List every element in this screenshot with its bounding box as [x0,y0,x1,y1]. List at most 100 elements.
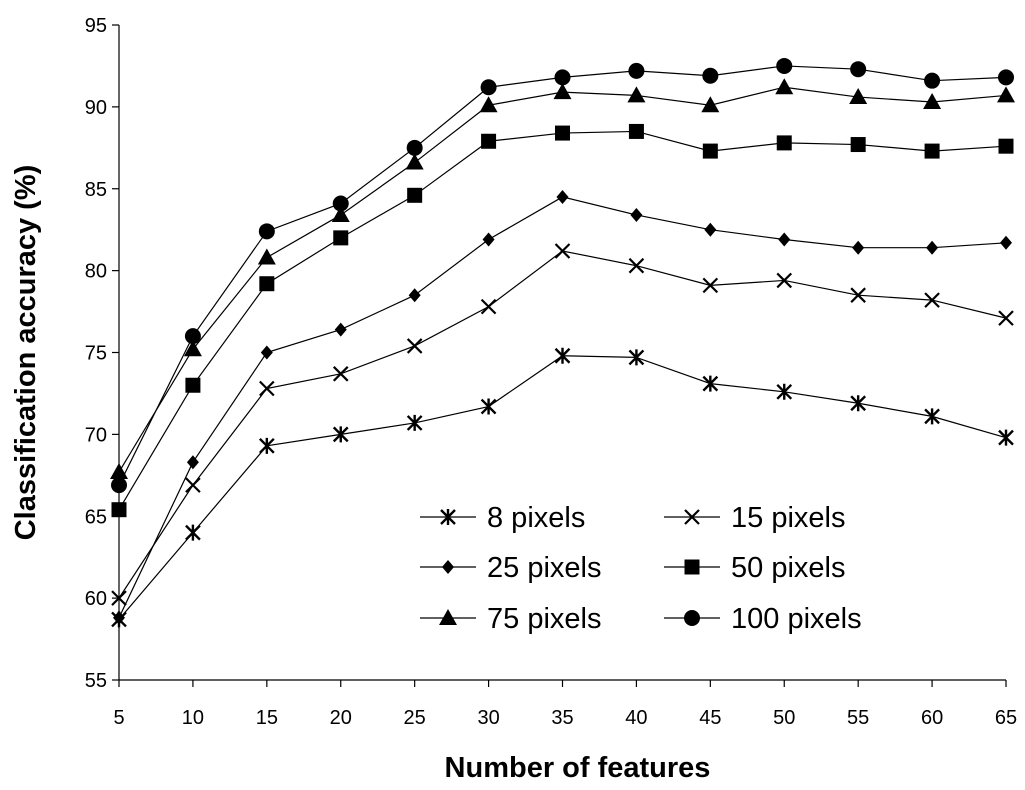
data-point [260,382,274,396]
data-point [629,259,643,273]
legend-item: 100 pixels [664,603,862,635]
data-point [335,323,347,337]
data-point [704,223,716,237]
data-point [778,233,790,247]
legend-label: 15 pixels [731,502,845,534]
data-point [406,154,424,170]
data-point [334,426,348,442]
data-point [408,339,422,353]
data-point [333,230,348,245]
data-point [408,415,422,431]
x-tick-label: 20 [330,707,352,729]
legend-marker [685,560,700,575]
data-point [627,86,645,102]
data-point [999,139,1014,154]
data-point [850,61,866,77]
data-point [555,69,571,85]
legend-item: 50 pixels [664,552,845,584]
data-point [1000,236,1012,250]
data-point [409,288,421,302]
data-point [924,73,940,89]
data-point [407,140,423,156]
x-axis-title: Number of features [445,752,711,784]
data-point [186,478,200,492]
data-point [185,328,201,344]
x-tick-label: 60 [921,707,943,729]
data-point [483,233,495,247]
x-tick-label: 35 [551,707,573,729]
data-point [777,135,792,150]
legend-item: 15 pixels [664,502,845,534]
data-point [702,68,718,84]
legend-label: 100 pixels [731,603,862,635]
y-tick-label: 95 [85,15,107,37]
data-point [630,208,642,222]
series-layer [110,58,1015,627]
x-tick-label: 40 [625,707,647,729]
data-point [556,244,570,258]
x-tick-label: 15 [256,707,278,729]
data-point [997,86,1015,102]
data-point [554,83,572,99]
data-point [258,249,276,265]
data-point [999,311,1013,325]
series-line [119,131,1006,509]
data-point [333,195,349,211]
x-tick-label: 50 [773,707,795,729]
series-15-pixels [112,244,1013,605]
x-tick-label: 25 [404,707,426,729]
legend-marker [684,610,700,626]
data-point [557,190,569,204]
data-point [925,144,940,159]
data-point [334,367,348,381]
data-point [482,300,496,314]
x-tick-label: 45 [699,707,721,729]
legend-label: 25 pixels [487,552,601,584]
y-axis-title: Classification accuracy (%) [10,165,42,541]
data-point [999,430,1013,446]
x-tick-label: 5 [113,707,124,729]
y-tick-label: 55 [85,670,107,692]
series-100-pixels [111,58,1014,493]
data-point [776,58,792,74]
y-tick-label: 70 [85,424,107,446]
data-point [259,276,274,291]
data-point [628,63,644,79]
legend-label: 8 pixels [487,502,585,534]
legend-item: 8 pixels [420,502,585,534]
y-tick-label: 85 [85,179,107,201]
data-point [851,395,865,411]
data-point [407,188,422,203]
data-point [482,399,496,415]
x-tick-label: 10 [182,707,204,729]
y-tick-label: 75 [85,343,107,365]
y-tick-label: 90 [85,97,107,119]
data-point [187,455,199,469]
data-point [926,241,938,255]
y-tick-label: 60 [85,588,107,610]
data-point [851,137,866,152]
series-8-pixels [112,348,1013,628]
legend-label: 50 pixels [731,552,845,584]
legend: 8 pixels 15 pixels 25 pixels 50 pixels 75 pi… [420,502,862,635]
data-point [555,126,570,141]
legend-marker [442,560,454,574]
data-point [481,79,497,95]
data-point [259,223,275,239]
data-point [852,241,864,255]
data-point [998,69,1014,85]
data-point [112,502,127,517]
series-line [119,87,1006,472]
x-tick-label: 55 [847,707,869,729]
data-point [925,408,939,424]
data-point [703,144,718,159]
x-tick-label: 30 [477,707,499,729]
series-50-pixels [112,124,1014,517]
legend-item: 25 pixels [420,552,601,584]
data-point [775,78,793,94]
x-tick-label: 65 [995,707,1017,729]
legend-label: 75 pixels [487,603,601,635]
data-point [261,346,273,360]
y-tick-label: 80 [85,261,107,283]
